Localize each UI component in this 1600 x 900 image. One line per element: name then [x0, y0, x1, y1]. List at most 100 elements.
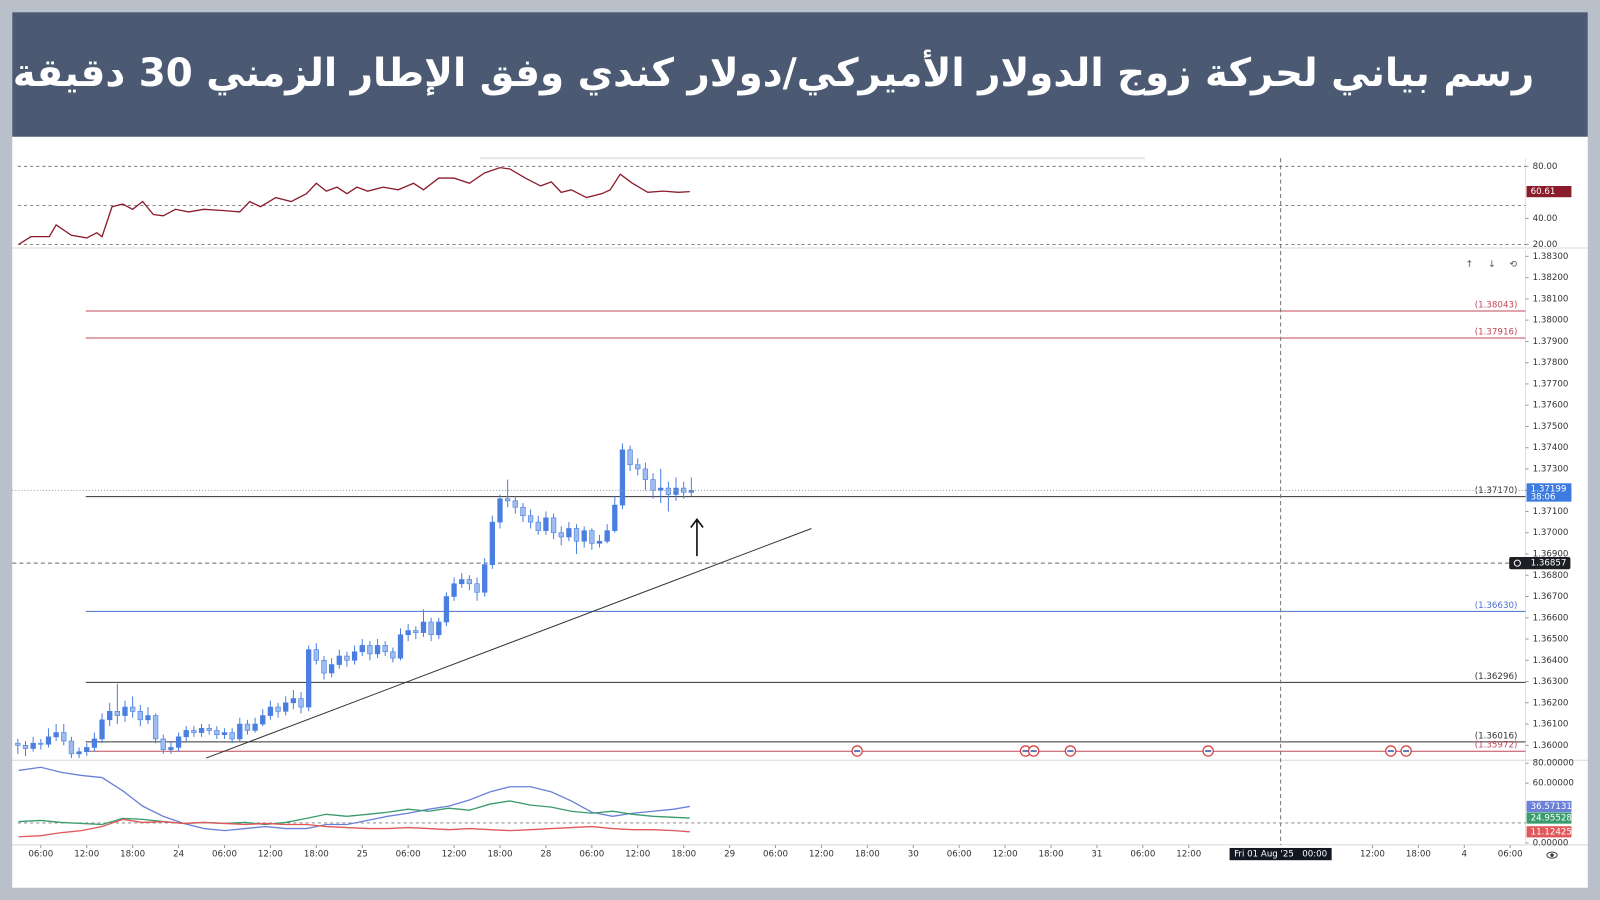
y-tick-label: 1.36700 — [1533, 592, 1569, 602]
x-tick-label: 28 — [540, 850, 551, 860]
y-tick-label: 1.37600 — [1533, 401, 1569, 411]
candle-body — [275, 706, 281, 712]
horizontal-level-label: (1.36016) — [1475, 731, 1518, 741]
candle-body — [68, 740, 75, 755]
candle-body — [612, 504, 618, 531]
x-tick-label: 12:00 — [625, 850, 650, 860]
candle-body — [359, 645, 365, 653]
candle-body — [436, 621, 442, 636]
last-value-label: 60.61 — [1531, 187, 1556, 197]
marker-icon — [1513, 559, 1521, 567]
x-tick-label: 29 — [724, 850, 735, 860]
candle-body — [61, 732, 67, 742]
y-tick-label: 0.00000 — [1533, 838, 1569, 848]
x-tick-label: 12:00 — [1176, 850, 1201, 860]
header-bar — [12, 12, 1588, 137]
x-tick-label: 06:00 — [396, 850, 421, 860]
y-tick-label: 1.36100 — [1533, 720, 1569, 730]
candle-body — [114, 711, 120, 716]
candle-body — [260, 715, 266, 725]
horizontal-level-label: (1.37170) — [1475, 486, 1518, 496]
x-tick-label: 25 — [357, 850, 368, 860]
candle-body — [550, 517, 557, 534]
indicator-line — [18, 818, 690, 838]
candle-body — [374, 645, 381, 655]
candle-body — [596, 540, 603, 544]
event-flag — [851, 745, 863, 757]
candle-body — [328, 664, 335, 674]
candle-body — [53, 732, 59, 738]
horizontal-level-label: (1.36296) — [1475, 672, 1518, 682]
event-flag — [1027, 745, 1040, 757]
x-tick-label: 24 — [173, 850, 185, 860]
candle-body — [30, 742, 36, 749]
last-value-box — [1526, 826, 1572, 838]
last-price-label: 1.37199 — [1531, 484, 1567, 494]
y-tick-label: 1.36500 — [1533, 635, 1569, 645]
settings-eye-icon[interactable] — [1546, 851, 1558, 859]
y-tick-label: 1.38100 — [1533, 294, 1569, 304]
y-tick-label: 1.37700 — [1533, 379, 1569, 389]
scroll-up-icon[interactable]: ↑ — [1466, 259, 1474, 270]
reset-icon[interactable]: ⟲ — [1509, 259, 1517, 270]
candle-body — [451, 583, 457, 597]
scroll-down-icon[interactable]: ↓ — [1488, 259, 1496, 270]
x-tick-label: 18:00 — [1406, 850, 1431, 860]
crosshair-label: Fri 01 Aug '25 00:00 — [1234, 850, 1327, 860]
candle-body — [566, 528, 572, 538]
chart-panel — [12, 12, 1588, 888]
candle-body — [198, 728, 205, 733]
candle-body — [351, 651, 358, 661]
pane: 80.00 40.00 20.00 60.61 — [12, 158, 1588, 250]
candle-body — [673, 487, 679, 495]
y-tick-label: 1.37500 — [1533, 422, 1569, 432]
candle-body — [405, 630, 411, 636]
candle-body — [428, 621, 434, 636]
candle-body — [604, 530, 610, 542]
candle-body — [321, 659, 327, 674]
candle-body — [367, 645, 373, 655]
candle-body — [168, 747, 174, 750]
candle-body — [344, 655, 350, 661]
y-tick-label: 1.38200 — [1533, 273, 1569, 283]
candle-body — [489, 521, 496, 565]
candle-body — [688, 490, 694, 493]
trendline — [205, 528, 812, 759]
candle-body — [290, 698, 297, 704]
x-tick-label: 18:00 — [1039, 850, 1064, 860]
last-value-box — [1526, 185, 1572, 198]
candle-body — [244, 723, 251, 731]
candle-body — [298, 698, 304, 708]
candle-body — [642, 468, 649, 480]
x-tick-label: 06:00 — [579, 850, 604, 860]
candle-body — [15, 742, 21, 746]
x-tick-label: 4 — [1462, 850, 1468, 860]
candle-body — [658, 487, 664, 491]
marker-box — [1509, 557, 1571, 570]
candle-body — [482, 564, 488, 593]
header-title: رسم بياني لحركة زوج الدولار الأميركي/دول… — [13, 49, 1534, 96]
candle-body — [497, 498, 503, 523]
candle-body — [145, 715, 151, 721]
candle-body — [306, 649, 312, 708]
event-flag — [1385, 745, 1397, 757]
candle-body — [152, 715, 159, 740]
candle-body — [397, 634, 404, 659]
candle-body — [443, 596, 450, 623]
candle-body — [313, 649, 319, 661]
candle-body — [420, 621, 427, 633]
candle-body — [635, 464, 641, 470]
candle-body — [229, 732, 235, 740]
candle-body — [505, 498, 511, 502]
candle-body — [466, 579, 473, 585]
candle-body — [520, 506, 526, 517]
candle-body — [214, 730, 220, 735]
y-tick-label: 1.37400 — [1533, 443, 1569, 453]
last-value-label: 24.95528 — [1531, 814, 1572, 824]
event-flag — [1202, 745, 1214, 757]
toolbar-icons: ↑ ↓ ⟲ — [1466, 259, 1518, 270]
y-tick-label: 1.36800 — [1533, 571, 1569, 581]
candle-body — [38, 742, 44, 745]
